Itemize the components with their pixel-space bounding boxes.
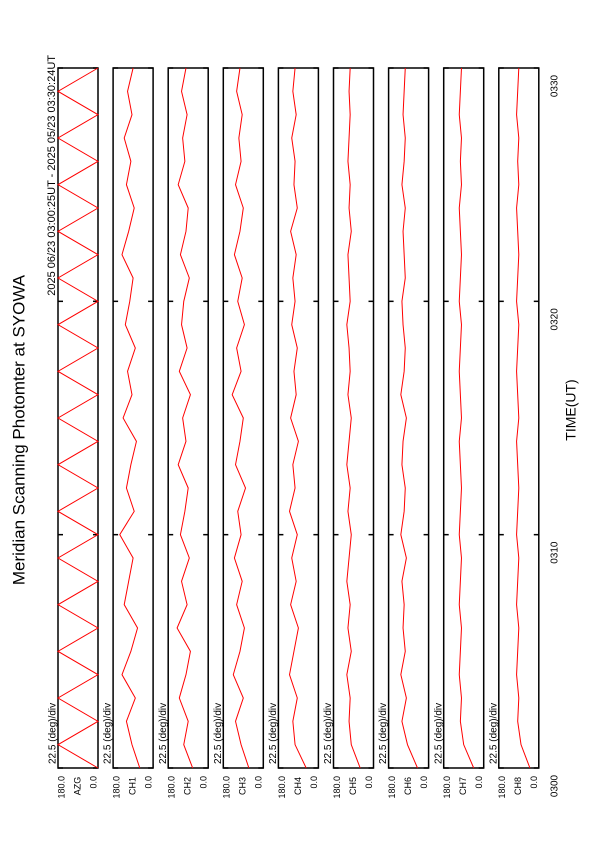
y-tick-label: 180.0: [222, 776, 232, 799]
scale-label: 22.5 (deg)/div: [268, 703, 279, 764]
scale-label: 22.5 (deg)/div: [48, 703, 59, 764]
scale-label: 22.5 (deg)/div: [488, 703, 499, 764]
trace: [119, 67, 141, 769]
panel-frame: [277, 67, 320, 769]
y-tick-label: 0.0: [88, 776, 98, 789]
channel-label: AZG: [72, 777, 82, 796]
scale-label: 22.5 (deg)/div: [378, 703, 389, 764]
x-tick-label: 0300: [550, 774, 561, 797]
trace: [176, 67, 194, 769]
x-tick-label: 0320: [550, 308, 561, 331]
channel-label: CH3: [238, 777, 248, 795]
trace: [400, 67, 418, 769]
rotated-chart: Meridian Scanning Photomter at SYOWA 202…: [9, 55, 578, 799]
trace: [458, 67, 475, 769]
y-tick-label: 0.0: [143, 776, 153, 789]
channel-label: CH1: [127, 777, 137, 795]
channel-label: CH7: [458, 777, 468, 795]
y-tick-label: 0.0: [419, 776, 429, 789]
y-tick-label: 0.0: [309, 776, 319, 789]
y-tick-label: 180.0: [277, 776, 287, 799]
y-tick-label: 180.0: [332, 776, 342, 799]
y-tick-label: 180.0: [167, 776, 177, 799]
panel-frame: [332, 67, 375, 769]
trace: [346, 67, 361, 769]
channel-label: CH5: [348, 777, 358, 795]
channel-label: CH6: [403, 777, 413, 795]
y-tick-label: 180.0: [387, 776, 397, 799]
trace: [231, 67, 250, 769]
y-tick-label: 0.0: [254, 776, 264, 789]
panel-frame: [112, 67, 154, 769]
y-tick-label: 0.0: [199, 776, 209, 789]
channel-label: CH2: [183, 777, 193, 795]
x-axis-label: TIME(UT): [563, 379, 579, 440]
panel-frame: [387, 67, 430, 769]
x-tick-label: 0330: [550, 74, 561, 97]
panel-frame: [167, 67, 209, 769]
y-tick-label: 180.0: [497, 776, 507, 799]
scale-label: 22.5 (deg)/div: [103, 703, 114, 764]
scale-label: 22.5 (deg)/div: [323, 703, 334, 764]
panel-frame: [442, 67, 485, 769]
trace: [516, 67, 531, 769]
trace: [57, 67, 99, 769]
y-tick-label: 180.0: [56, 776, 66, 799]
chart-subtitle: 2025 06/23 03:00:25UT - 2025 05/23 03:30…: [46, 55, 58, 296]
x-tick-label: 0310: [550, 541, 561, 564]
y-tick-label: 0.0: [364, 776, 374, 789]
chart-title: Meridian Scanning Photomter at SYOWA: [9, 274, 28, 585]
y-tick-label: 180.0: [111, 776, 121, 799]
channel-label: CH4: [293, 777, 303, 795]
scale-label: 22.5 (deg)/div: [213, 703, 224, 764]
scale-label: 22.5 (deg)/div: [433, 703, 444, 764]
channel-label: CH8: [513, 777, 523, 795]
scale-label: 22.5 (deg)/div: [158, 703, 169, 764]
trace: [288, 67, 307, 769]
y-tick-label: 0.0: [529, 776, 539, 789]
y-tick-label: 180.0: [442, 776, 452, 799]
y-tick-label: 0.0: [474, 776, 484, 789]
